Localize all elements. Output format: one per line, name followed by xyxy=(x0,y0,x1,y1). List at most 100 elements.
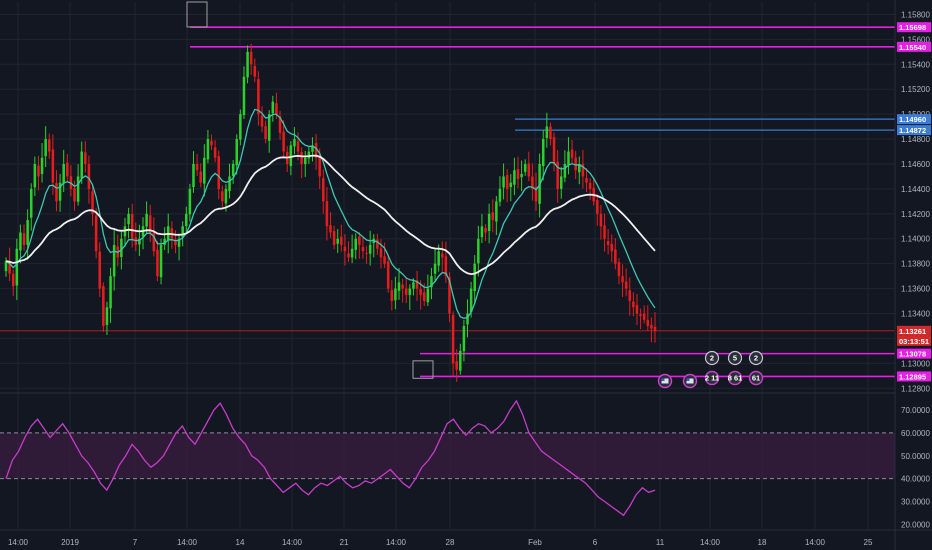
candle-body[interactable] xyxy=(217,156,220,189)
candle-body[interactable] xyxy=(278,116,282,133)
candle-body[interactable] xyxy=(210,140,213,146)
candle-body[interactable] xyxy=(76,176,80,202)
candle-body[interactable] xyxy=(163,238,166,245)
candle-body[interactable] xyxy=(354,238,358,250)
candle-body[interactable] xyxy=(221,191,224,202)
candle-body[interactable] xyxy=(4,261,8,272)
candle-body[interactable] xyxy=(419,289,422,295)
event-badge-top[interactable]: 2 xyxy=(748,350,764,366)
candle-body[interactable] xyxy=(228,176,231,192)
candle-body[interactable] xyxy=(617,262,621,277)
candle-body[interactable] xyxy=(347,253,350,258)
candle-body[interactable] xyxy=(66,162,69,177)
candle-body[interactable] xyxy=(58,182,62,201)
candle-body[interactable] xyxy=(231,163,235,176)
candle-body[interactable] xyxy=(40,157,44,174)
candle-body[interactable] xyxy=(206,139,210,160)
candle-body[interactable] xyxy=(87,164,91,189)
candle-body[interactable] xyxy=(80,151,83,179)
candle-body[interactable] xyxy=(426,288,430,303)
candle-body[interactable] xyxy=(33,163,37,188)
candle-body[interactable] xyxy=(469,288,473,313)
candle-body[interactable] xyxy=(614,249,617,264)
pivot-marker-box[interactable] xyxy=(412,360,434,379)
candle-body[interactable] xyxy=(84,152,87,164)
candle-body[interactable] xyxy=(343,246,347,252)
candle-body[interactable] xyxy=(329,225,332,233)
candle-body[interactable] xyxy=(289,145,293,167)
candle-body[interactable] xyxy=(185,213,188,227)
candle-body[interactable] xyxy=(433,263,437,274)
candle-body[interactable] xyxy=(224,188,228,204)
candle-body[interactable] xyxy=(390,290,394,302)
candle-body[interactable] xyxy=(455,361,458,370)
candle-body[interactable] xyxy=(491,212,495,221)
candle-body[interactable] xyxy=(29,188,33,218)
candle-body[interactable] xyxy=(365,252,368,254)
candle-body[interactable] xyxy=(527,163,531,177)
candle-body[interactable] xyxy=(130,213,134,239)
candle-body[interactable] xyxy=(448,277,451,314)
candle-body[interactable] xyxy=(520,173,523,178)
candle-body[interactable] xyxy=(98,251,102,289)
candle-body[interactable] xyxy=(257,79,260,115)
event-badge-top[interactable]: 2 xyxy=(704,350,720,366)
candle-body[interactable] xyxy=(466,313,469,325)
candle-body[interactable] xyxy=(642,313,646,320)
candle-body[interactable] xyxy=(264,126,267,140)
candle-body[interactable] xyxy=(585,178,588,183)
candle-body[interactable] xyxy=(379,248,383,258)
candle-body[interactable] xyxy=(199,171,202,183)
candle-body[interactable] xyxy=(632,301,635,308)
candle-body[interactable] xyxy=(51,149,55,183)
candle-body[interactable] xyxy=(311,145,314,152)
candle-body[interactable] xyxy=(242,76,246,115)
candle-body[interactable] xyxy=(376,239,379,249)
candle-body[interactable] xyxy=(422,292,426,302)
candle-body[interactable] xyxy=(267,114,271,141)
candle-body[interactable] xyxy=(174,239,177,245)
candle-body[interactable] xyxy=(322,178,325,202)
event-badge-bottom[interactable]: 2 11 xyxy=(704,370,720,386)
candle-body[interactable] xyxy=(181,226,184,238)
candle-body[interactable] xyxy=(358,236,361,245)
candle-body[interactable] xyxy=(336,238,339,244)
candle-body[interactable] xyxy=(534,186,538,202)
candle-body[interactable] xyxy=(624,281,628,289)
candle-body[interactable] xyxy=(152,231,156,252)
candle-body[interactable] xyxy=(8,261,11,274)
candle-body[interactable] xyxy=(394,288,397,301)
candle-body[interactable] xyxy=(307,151,311,159)
candle-body[interactable] xyxy=(505,175,509,189)
candle-body[interactable] xyxy=(531,176,534,189)
candle-body[interactable] xyxy=(628,290,632,302)
candle-body[interactable] xyxy=(556,161,559,189)
candle-body[interactable] xyxy=(596,200,599,214)
candle-body[interactable] xyxy=(484,228,487,233)
candle-body[interactable] xyxy=(606,241,610,245)
candle-body[interactable] xyxy=(578,163,581,173)
candle-body[interactable] xyxy=(451,314,455,364)
candle-body[interactable] xyxy=(567,151,570,165)
event-badge-bottom[interactable]: 8 61 xyxy=(728,370,743,386)
candle-body[interactable] xyxy=(516,169,520,179)
candle-body[interactable] xyxy=(581,163,585,177)
candle-body[interactable] xyxy=(102,286,105,326)
candle-body[interactable] xyxy=(138,238,141,245)
candle-body[interactable] xyxy=(599,213,603,227)
candle-body[interactable] xyxy=(397,282,401,291)
candle-body[interactable] xyxy=(549,126,552,140)
candle-body[interactable] xyxy=(477,238,480,264)
candle-body[interactable] xyxy=(15,248,19,286)
candle-body[interactable] xyxy=(239,114,242,140)
candle-body[interactable] xyxy=(249,51,253,65)
candle-body[interactable] xyxy=(430,276,433,288)
candle-body[interactable] xyxy=(487,213,491,231)
candle-body[interactable] xyxy=(444,256,448,277)
candle-body[interactable] xyxy=(368,244,372,254)
candle-body[interactable] xyxy=(635,304,639,314)
candle-body[interactable] xyxy=(314,143,318,158)
candle-body[interactable] xyxy=(156,249,159,277)
candle-body[interactable] xyxy=(19,232,22,251)
